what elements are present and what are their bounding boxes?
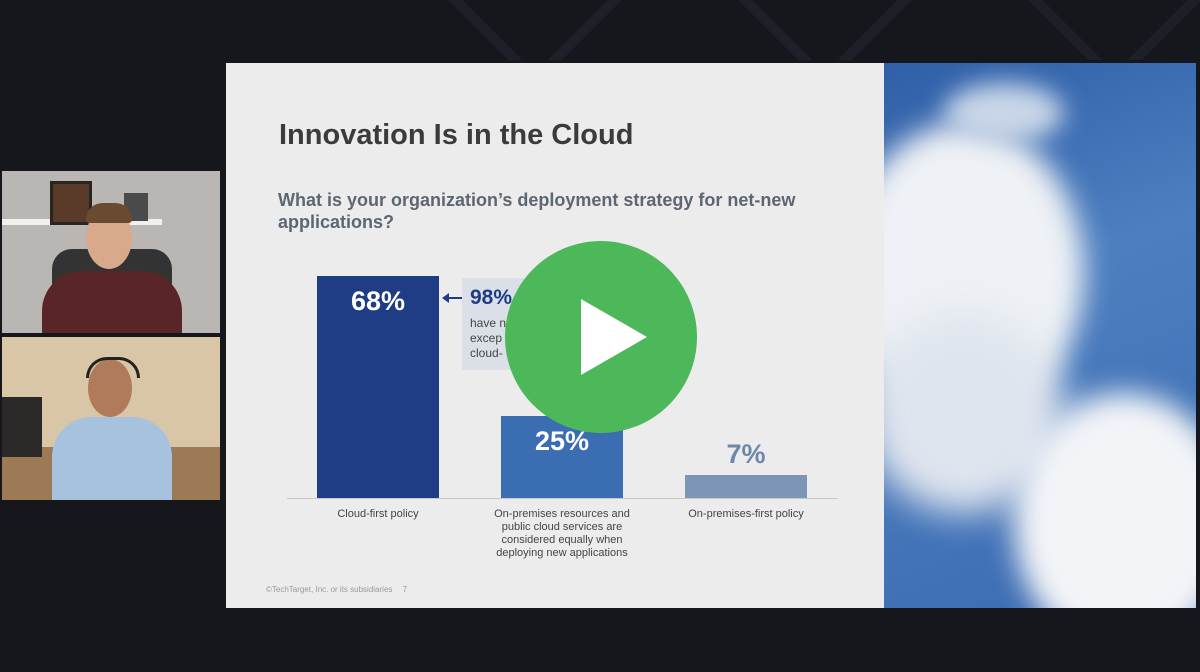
bar xyxy=(317,275,439,498)
value-label: 7% xyxy=(726,439,766,470)
webcam-1 xyxy=(2,171,220,333)
slide-title: Innovation Is in the Cloud xyxy=(279,119,634,151)
callout-line: cloud- xyxy=(470,346,503,360)
bg-pattern xyxy=(0,0,1200,60)
chart: 68% Cloud-first policy 25% On-premises reso… xyxy=(226,63,884,608)
category-label: Cloud-first policy xyxy=(337,508,419,520)
footer: ©TechTarget, Inc. or its subsidiaries 7 xyxy=(266,585,407,594)
value-label: 68% xyxy=(350,285,406,316)
category-label: On-premises-first policy xyxy=(688,508,804,520)
callout-arrow xyxy=(442,293,462,303)
chart-title: What is your organization’s deployment s… xyxy=(278,190,796,232)
page-number: 7 xyxy=(402,585,408,594)
callout-line: have n xyxy=(470,316,507,330)
callout-line: excep xyxy=(470,331,503,345)
value-label: 25% xyxy=(534,426,590,457)
bar xyxy=(685,475,807,498)
category-label: On-premises resources and public cloud s… xyxy=(494,508,630,559)
baseline xyxy=(287,498,838,499)
copyright: ©TechTarget, Inc. or its subsidiaries xyxy=(266,585,393,594)
play-icon xyxy=(581,299,647,375)
play-button[interactable] xyxy=(505,241,697,433)
webcam-2 xyxy=(2,337,220,500)
callout-headline: 98% xyxy=(470,286,513,309)
sky-image xyxy=(884,63,1196,608)
